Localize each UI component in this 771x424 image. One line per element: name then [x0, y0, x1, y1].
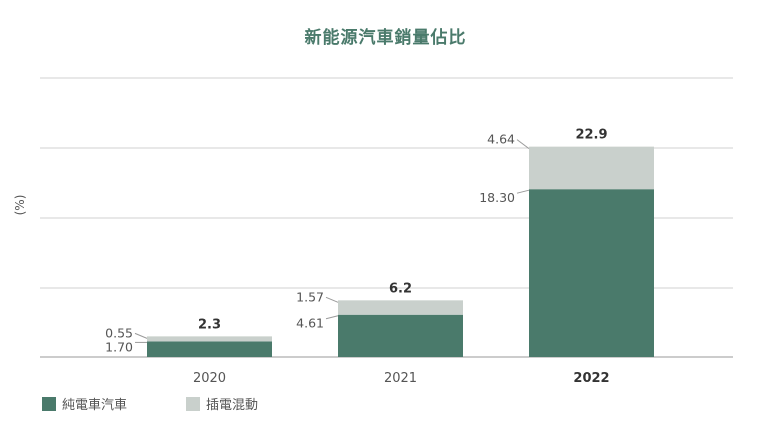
- data-label: 1.70: [105, 339, 133, 354]
- x-tick-label: 2021: [384, 371, 417, 386]
- leader-line: [325, 315, 339, 320]
- leader-line: [516, 139, 530, 150]
- total-label: 2.3: [198, 317, 221, 332]
- x-tick-label: 2020: [193, 371, 226, 386]
- leader-line: [134, 332, 148, 339]
- legend-label: 插電混動: [206, 398, 258, 413]
- data-label: 4.64: [487, 132, 515, 147]
- bar-segment-phev: [338, 300, 463, 315]
- data-label: 18.30: [479, 190, 515, 205]
- x-tick-label: 2022: [573, 371, 609, 386]
- bar-segment-phev: [529, 146, 654, 190]
- data-label: 4.61: [296, 316, 324, 331]
- data-label: 1.57: [296, 289, 324, 304]
- total-label: 22.9: [575, 128, 607, 143]
- total-label: 6.2: [389, 281, 412, 296]
- leader-line: [516, 189, 530, 194]
- bar-segment-bev: [338, 314, 463, 357]
- legend: 純電車汽車 插電混動: [42, 397, 258, 413]
- bar-segment-bev: [147, 341, 272, 357]
- bar-segment-phev: [147, 336, 272, 342]
- legend-label: 純電車汽車: [62, 398, 127, 413]
- x-axis-ticks: 2020 2021 2022: [193, 371, 610, 386]
- data-label: 0.55: [105, 325, 133, 340]
- legend-swatch: [186, 397, 200, 411]
- chart-title: 新能源汽車銷量佔比: [305, 27, 467, 48]
- legend-swatch: [42, 397, 56, 411]
- bars: 1.700.55 2.3 4.61 1.57 6.2 18.30 4.64 22.9: [105, 128, 654, 357]
- leader-line: [325, 296, 339, 303]
- bar-segment-bev: [529, 189, 654, 357]
- y-axis-label: (%): [13, 195, 27, 216]
